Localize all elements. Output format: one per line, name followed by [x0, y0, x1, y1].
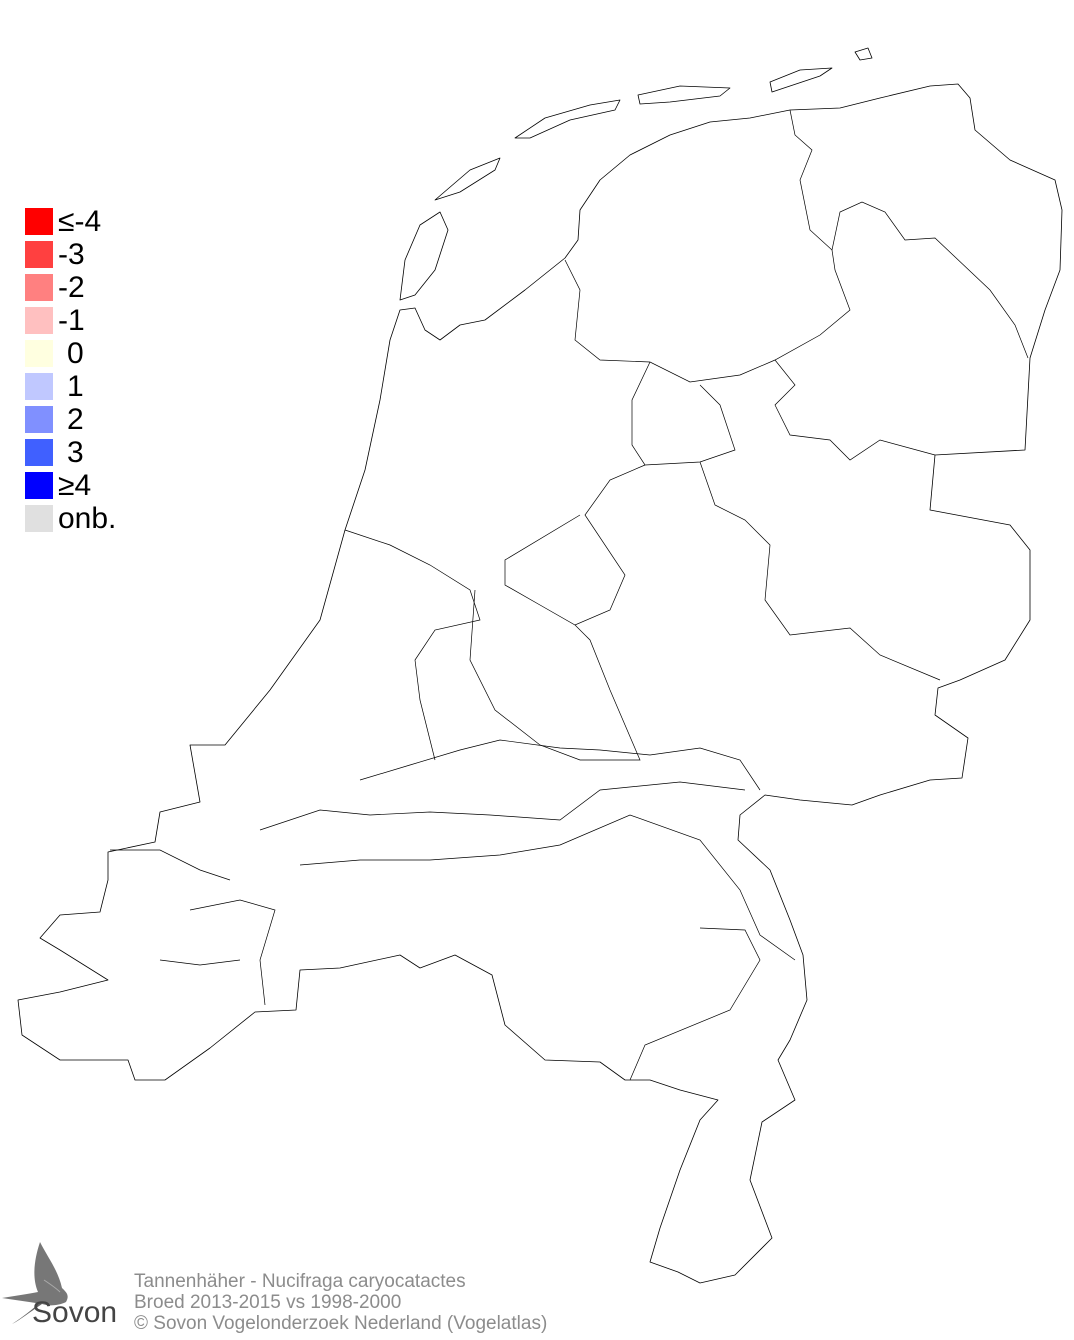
- copyright: © Sovon Vogelonderzoek Nederland (Vogela…: [134, 1313, 548, 1334]
- legend-swatch: [25, 340, 53, 367]
- legend-swatch: [25, 472, 53, 499]
- legend-swatch: [25, 406, 53, 433]
- border-utrecht: [469, 589, 641, 761]
- swallow-logo-icon: [2, 1242, 68, 1324]
- legend-item: 3: [25, 436, 116, 469]
- border-gelderland-overijssel: [699, 461, 941, 681]
- border-zeeland: [110, 849, 276, 1006]
- legend-item: 0: [25, 337, 116, 370]
- border-zh-nb: [299, 814, 796, 961]
- legend-label: -3: [58, 237, 85, 271]
- island-ameland: [637, 85, 731, 105]
- legend-label: ≤-4: [58, 204, 102, 238]
- legend-label: -2: [58, 270, 85, 304]
- border-drenthe-overijssel: [774, 359, 936, 461]
- border-flevoland-south: [504, 464, 646, 626]
- legend-item: onb.: [25, 502, 116, 535]
- legend-item: 2: [25, 403, 116, 436]
- legend-item: ≤-4: [25, 205, 116, 238]
- legend-item: 1: [25, 370, 116, 403]
- island-texel: [399, 211, 449, 301]
- border-nh-zh: [344, 529, 481, 761]
- legend-swatch: [25, 373, 53, 400]
- legend-item: -2: [25, 271, 116, 304]
- legend-label: ≥4: [58, 468, 92, 502]
- legend-label: onb.: [58, 501, 117, 535]
- legend-label: 2: [67, 402, 84, 436]
- border-rivers-2: [259, 781, 746, 831]
- legend-swatch: [25, 307, 53, 334]
- island-vlieland: [434, 157, 501, 201]
- legend-swatch: [25, 208, 53, 235]
- mainland-outline: [17, 83, 1063, 1284]
- legend-item: -3: [25, 238, 116, 271]
- species-name: Tannenhäher - Nucifraga caryocatactes: [134, 1271, 466, 1292]
- border-rivers: [359, 739, 761, 791]
- island-schiermonnikoog: [769, 67, 833, 93]
- island-terschelling: [514, 99, 621, 139]
- legend-swatch: [25, 241, 53, 268]
- legend-item: ≥4: [25, 469, 116, 502]
- logo-text: Sovon: [32, 1296, 118, 1329]
- legend-label: 3: [67, 435, 84, 469]
- period: Broed 2013-2015 vs 1998-2000: [134, 1292, 402, 1313]
- legend-swatch: [25, 505, 53, 532]
- border-limburg: [629, 927, 761, 1081]
- map-caption: Tannenhäher - Nucifraga caryocatactes Br…: [134, 1271, 547, 1334]
- legend-label: -1: [58, 303, 85, 337]
- border-friesland-groningen: [789, 109, 1029, 359]
- legend: ≤-4 -3 -2 -1 0 1 2 3 ≥4 onb.: [25, 205, 116, 535]
- legend-label: 1: [67, 369, 84, 403]
- border-flevoland: [631, 361, 736, 466]
- legend-item: -1: [25, 304, 116, 337]
- legend-swatch: [25, 274, 53, 301]
- legend-swatch: [25, 439, 53, 466]
- legend-label: 0: [67, 336, 84, 370]
- island-rottumeroog: [854, 47, 873, 61]
- border-friesland-south: [564, 249, 851, 383]
